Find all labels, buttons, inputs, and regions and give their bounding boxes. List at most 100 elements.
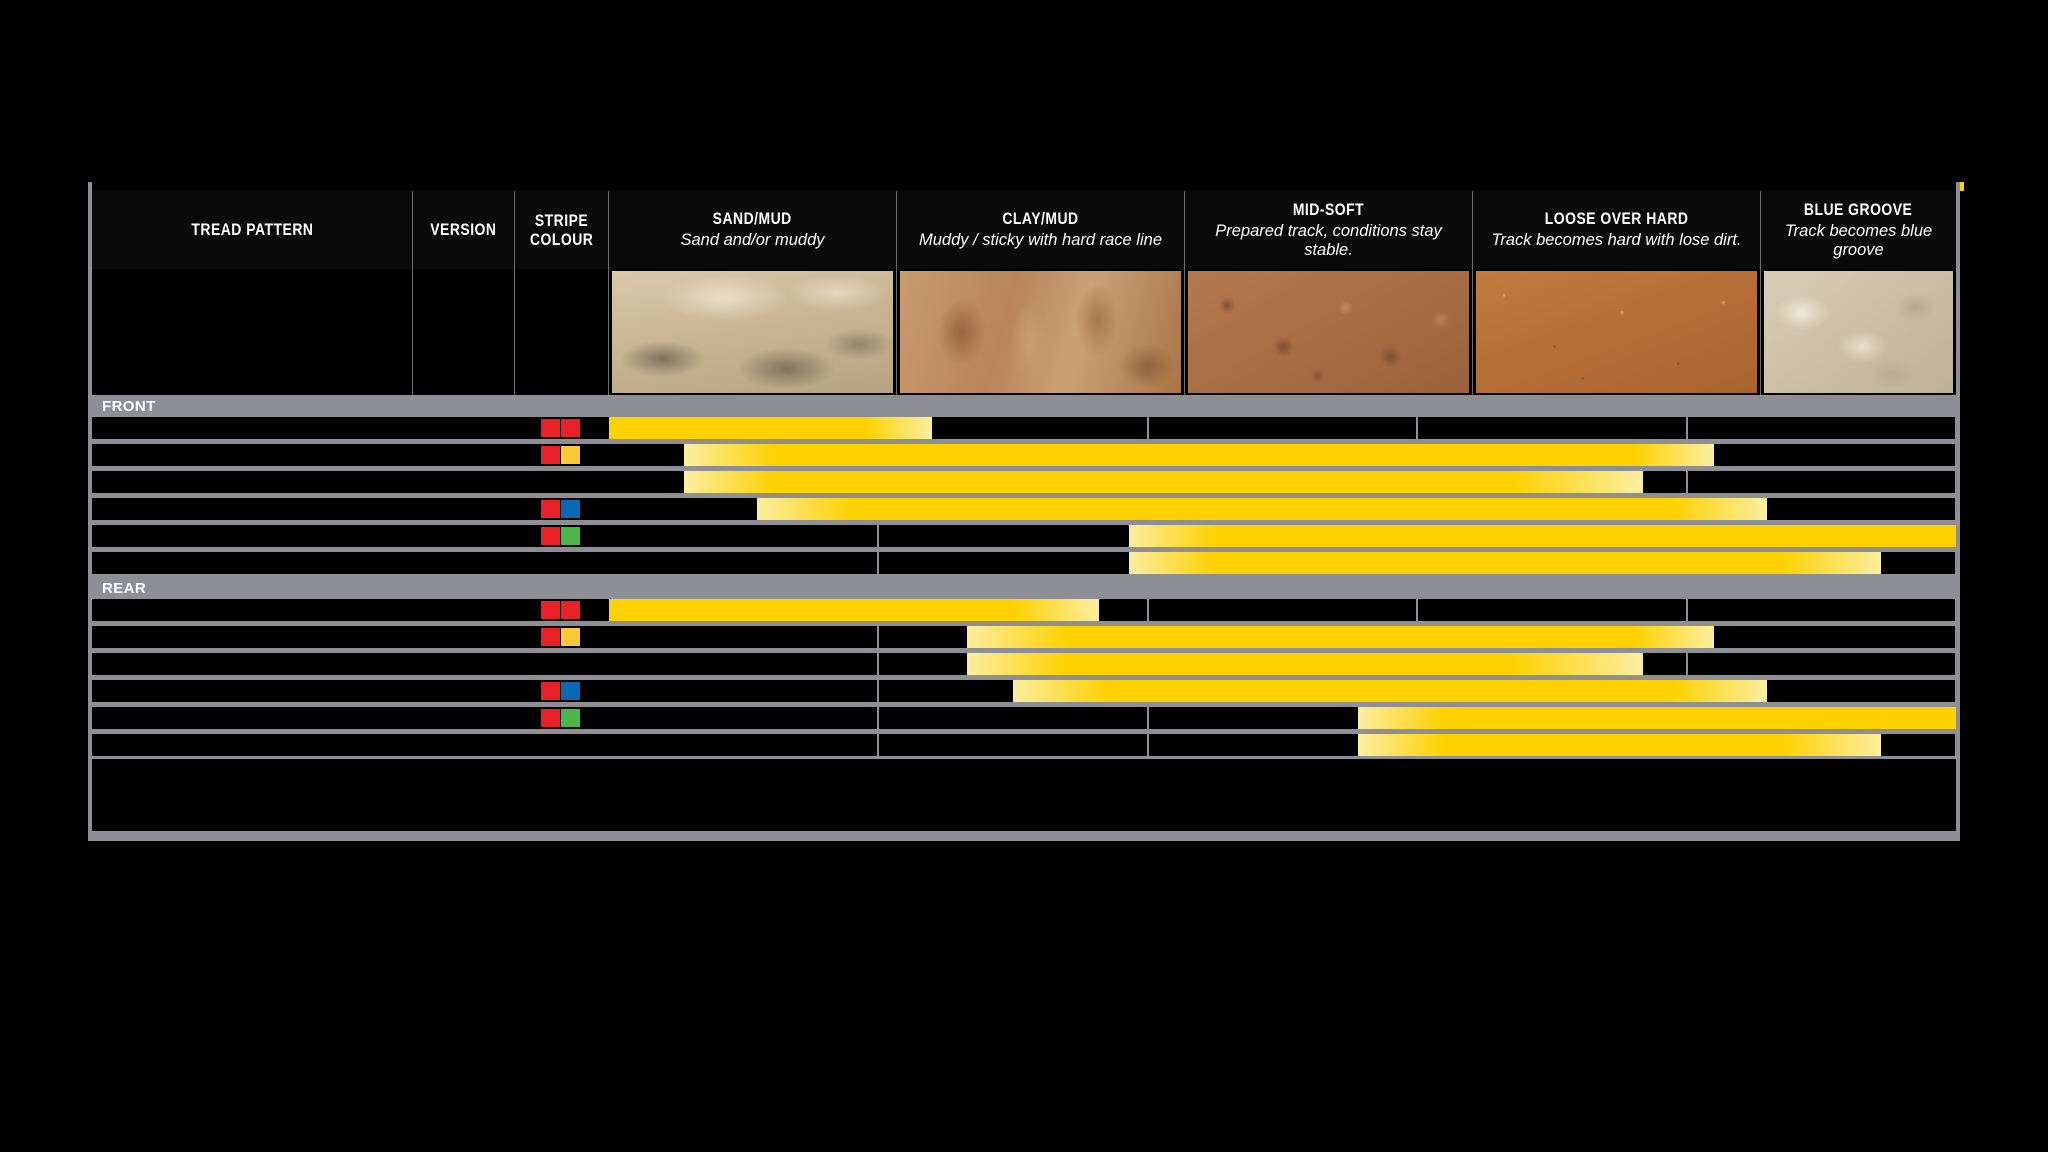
cell-condition-loose-over-hard	[1418, 552, 1686, 574]
cell-condition-sand-mud	[609, 417, 878, 439]
front-rows-block	[92, 417, 1956, 577]
cell-condition-clay-mud	[879, 734, 1147, 756]
header-subtitle: Sand and/or muddy	[680, 231, 825, 250]
header-loose-over-hard: LOOSE OVER HARD Track becomes hard with …	[1473, 191, 1761, 269]
cell-stripe-colour	[515, 471, 609, 493]
cell-condition-sand-mud	[609, 626, 878, 648]
table-row[interactable]	[92, 552, 1956, 574]
cell-condition-mid-soft	[1148, 471, 1417, 493]
cell-condition-clay-mud	[879, 417, 1147, 439]
cell-version	[413, 444, 515, 466]
cell-condition-sand-mud	[609, 498, 878, 520]
section-band-front: FRONT	[92, 395, 1956, 417]
stripe-swatch	[561, 527, 580, 545]
cell-condition-blue-groove	[1687, 525, 1955, 547]
cell-condition-blue-groove	[1687, 444, 1955, 466]
stripe-colour-swatches	[541, 527, 580, 545]
cell-tread-pattern	[92, 734, 413, 756]
table-row[interactable]	[92, 444, 1956, 466]
cell-tread-pattern	[92, 653, 413, 675]
loose-over-hard-texture-cell	[1473, 269, 1761, 395]
cell-condition-mid-soft	[1148, 417, 1417, 439]
cell-condition-loose-over-hard	[1418, 653, 1686, 675]
table-row[interactable]	[92, 707, 1956, 729]
stripe-swatch	[541, 446, 560, 464]
cell-condition-blue-groove	[1687, 653, 1955, 675]
table-row[interactable]	[92, 417, 1956, 439]
table-row[interactable]	[92, 599, 1956, 621]
stripe-swatch	[541, 628, 560, 646]
clay-mud-texture-cell	[897, 269, 1185, 395]
cell-condition-clay-mud	[879, 471, 1147, 493]
cell-tread-pattern	[92, 525, 413, 547]
stripe-swatch	[541, 601, 560, 619]
table-row[interactable]	[92, 471, 1956, 493]
table-row[interactable]	[92, 626, 1956, 648]
stripe-swatch	[561, 500, 580, 518]
header-subtitle: Track becomes blue groove	[1784, 221, 1933, 260]
cell-condition-loose-over-hard	[1418, 417, 1686, 439]
header-title-line1: STRIPE	[534, 210, 589, 230]
table-row[interactable]	[92, 680, 1956, 702]
condition-image-row	[92, 269, 1956, 395]
section-band-rear: REAR	[92, 577, 1956, 599]
mid-soft-texture	[1188, 271, 1469, 393]
cell-condition-clay-mud	[879, 599, 1147, 621]
stripe-swatch	[541, 682, 560, 700]
stripe-swatch	[561, 709, 580, 727]
cell-condition-sand-mud	[609, 471, 878, 493]
stripe-swatch	[561, 419, 580, 437]
table-row[interactable]	[92, 525, 1956, 547]
tyre-selection-chart: TREAD PATTERN VERSION STRIPE COLOUR SAND…	[88, 182, 1960, 841]
header-stripe-colour: STRIPE COLOUR	[515, 191, 609, 269]
cell-condition-loose-over-hard	[1418, 680, 1686, 702]
table-header-row: TREAD PATTERN VERSION STRIPE COLOUR SAND…	[92, 191, 1956, 269]
cell-stripe-colour	[515, 552, 609, 574]
cell-condition-blue-groove	[1687, 417, 1955, 439]
clay-mud-texture	[900, 271, 1181, 393]
header-version: VERSION	[413, 191, 515, 269]
header-mid-soft: MID-SOFT Prepared track, conditions stay…	[1185, 191, 1473, 269]
image-cell-blank-stripe	[515, 269, 609, 395]
stripe-colour-swatches	[541, 500, 580, 518]
table-row[interactable]	[92, 653, 1956, 675]
cell-condition-blue-groove	[1687, 498, 1955, 520]
cell-version	[413, 680, 515, 702]
cell-condition-sand-mud	[609, 599, 878, 621]
sand-texture-cell	[609, 269, 897, 395]
cell-condition-sand-mud	[609, 653, 878, 675]
cell-tread-pattern	[92, 707, 413, 729]
header-title: LOOSE OVER HARD	[1544, 209, 1689, 229]
header-title: TREAD PATTERN	[190, 220, 314, 240]
stripe-swatch	[561, 628, 580, 646]
header-title: MID-SOFT	[1292, 199, 1365, 219]
cell-condition-blue-groove	[1687, 471, 1955, 493]
stripe-colour-swatches	[541, 446, 580, 464]
cell-condition-sand-mud	[609, 552, 878, 574]
cell-condition-mid-soft	[1148, 626, 1417, 648]
cell-condition-loose-over-hard	[1418, 734, 1686, 756]
image-cell-blank-version	[413, 269, 515, 395]
stripe-colour-swatches	[541, 601, 580, 619]
cell-condition-clay-mud	[879, 626, 1147, 648]
cell-condition-loose-over-hard	[1418, 525, 1686, 547]
cell-version	[413, 734, 515, 756]
cell-version	[413, 707, 515, 729]
cell-version	[413, 471, 515, 493]
image-cell-blank-tread	[92, 269, 413, 395]
cell-condition-clay-mud	[879, 525, 1147, 547]
header-title: CLAY/MUD	[1002, 209, 1079, 229]
cell-condition-clay-mud	[879, 444, 1147, 466]
cell-condition-blue-groove	[1687, 707, 1955, 729]
cell-condition-loose-over-hard	[1418, 599, 1686, 621]
cell-condition-blue-groove	[1687, 680, 1955, 702]
cell-condition-mid-soft	[1148, 680, 1417, 702]
cell-condition-loose-over-hard	[1418, 626, 1686, 648]
header-sand-mud: SAND/MUD Sand and/or muddy	[609, 191, 897, 269]
stripe-swatch	[541, 709, 560, 727]
table-row[interactable]	[92, 734, 1956, 756]
cell-condition-loose-over-hard	[1418, 444, 1686, 466]
cell-condition-blue-groove	[1687, 552, 1955, 574]
section-label: REAR	[102, 579, 147, 597]
table-row[interactable]	[92, 498, 1956, 520]
